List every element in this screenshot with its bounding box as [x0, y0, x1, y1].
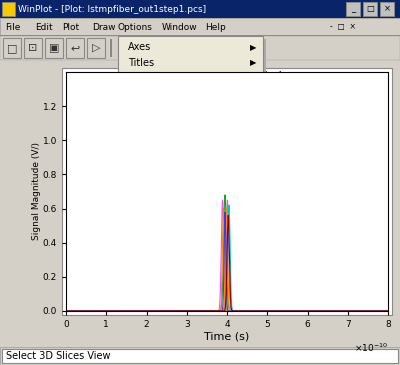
Text: $\times\mathregular{10^{-10}}$: $\times\mathregular{10^{-10}}$ [354, 342, 388, 354]
Text: Options: Options [269, 196, 307, 207]
Bar [2, 349, 398, 363]
Bar [263, 39, 266, 182]
Bar [24, 38, 42, 58]
Bar [2, 2, 15, 16]
Text: 1step1 Signal Plot: 1step1 Signal Plot [187, 72, 294, 85]
Text: ▶: ▶ [363, 182, 369, 191]
Bar [261, 115, 376, 213]
Text: ▷: ▷ [92, 43, 100, 53]
Bar [263, 119, 374, 134]
Text: Wire Frame: Wire Frame [269, 137, 324, 146]
Text: ▶: ▶ [250, 43, 256, 52]
Bar [120, 116, 261, 117]
Text: Plot: Plot [62, 23, 79, 31]
Text: ▶: ▶ [250, 133, 256, 142]
X-axis label: Time (s): Time (s) [204, 332, 250, 342]
Text: RE-: RE- [128, 41, 140, 50]
Bar [155, 38, 177, 58]
Bar [121, 179, 266, 182]
Bar [0, 35, 400, 36]
Bar [110, 39, 112, 57]
Text: ▶: ▶ [250, 103, 256, 112]
Bar [159, 41, 173, 54]
Text: ×: × [384, 4, 390, 14]
Text: ⊡: ⊡ [28, 43, 38, 53]
Text: Error Bars: Error Bars [128, 162, 177, 173]
Bar [120, 115, 261, 130]
Text: NEW: NEW [125, 47, 143, 57]
Text: File: File [5, 23, 20, 31]
Text: Titles: Titles [128, 58, 154, 68]
Text: -  □  ×: - □ × [330, 23, 356, 31]
Text: Select 3D Slices View: Select 3D Slices View [6, 351, 110, 361]
Text: ▶: ▶ [250, 163, 256, 172]
Text: □: □ [366, 4, 374, 14]
Text: ▣: ▣ [49, 43, 59, 53]
Text: Curve Fitting: Curve Fitting [128, 147, 190, 158]
Text: ▶: ▶ [250, 58, 256, 67]
Text: Options: Options [118, 23, 153, 31]
Y-axis label: Signal Magnitude (V/): Signal Magnitude (V/) [32, 142, 41, 241]
Text: ▶: ▶ [250, 148, 256, 157]
Text: Help: Help [205, 23, 226, 31]
Text: Height Coded: Height Coded [269, 166, 335, 177]
Text: ▶: ▶ [363, 197, 369, 206]
Bar [87, 38, 105, 58]
Bar [118, 38, 150, 58]
Bar [0, 18, 400, 36]
Text: ▶: ▶ [250, 73, 256, 82]
Text: Base Font: Base Font [128, 88, 176, 97]
Text: Solid Model: Solid Model [269, 151, 325, 161]
Bar [0, 0, 400, 18]
Bar [0, 36, 400, 60]
Text: Data Presentation: Data Presentation [128, 132, 216, 142]
Bar [363, 2, 377, 16]
Text: ↩: ↩ [70, 43, 80, 53]
Bar [45, 38, 63, 58]
Text: WinPlot - [Plot: lstmpfiber_out1step1.pcs]: WinPlot - [Plot: lstmpfiber_out1step1.pc… [18, 4, 206, 14]
Text: ▶: ▶ [250, 118, 256, 127]
Text: 3D Slices: 3D Slices [269, 122, 314, 131]
Text: Legend: Legend [128, 73, 164, 82]
Bar [346, 2, 360, 16]
Text: Draw: Draw [92, 23, 116, 31]
Text: Alternate Axes: Alternate Axes [128, 103, 200, 112]
Text: ↗: ↗ [364, 122, 372, 131]
Bar [62, 68, 392, 315]
Bar [0, 347, 400, 365]
Text: □: □ [7, 43, 17, 53]
Bar [264, 213, 379, 216]
Bar [66, 38, 84, 58]
Bar [118, 36, 263, 179]
Text: _: _ [351, 4, 355, 14]
Text: Edit: Edit [35, 23, 53, 31]
Text: ▶: ▶ [250, 88, 256, 97]
Bar [3, 38, 21, 58]
Bar [376, 118, 379, 216]
Text: Window: Window [162, 23, 198, 31]
Text: 3D Data Display: 3D Data Display [128, 118, 208, 127]
Bar [380, 2, 394, 16]
Text: Axes: Axes [128, 42, 151, 53]
Text: Contour Map: Contour Map [269, 181, 332, 192]
